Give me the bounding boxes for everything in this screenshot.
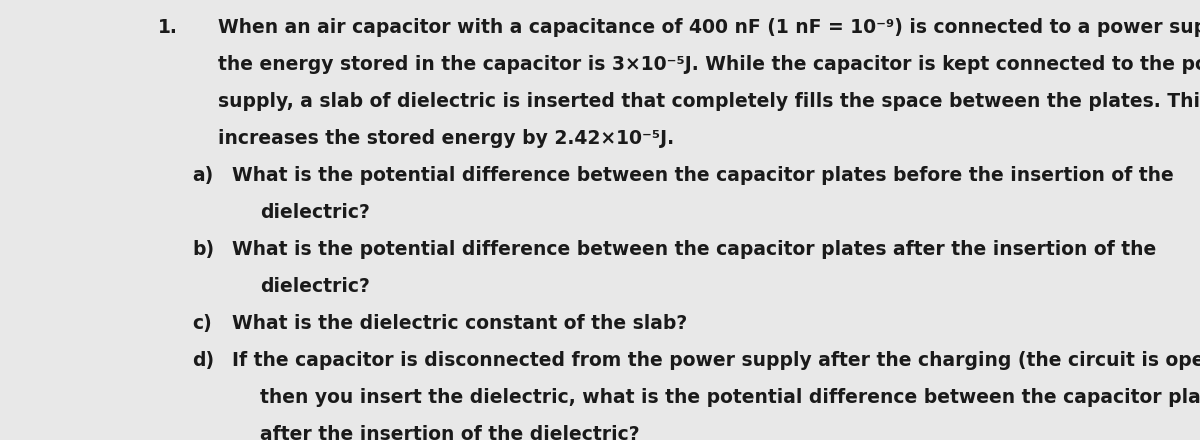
Text: increases the stored energy by 2.42×10⁻⁵J.: increases the stored energy by 2.42×10⁻⁵… xyxy=(218,129,674,148)
Text: 1.: 1. xyxy=(158,18,178,37)
Text: If the capacitor is disconnected from the power supply after the charging (the c: If the capacitor is disconnected from th… xyxy=(232,351,1200,370)
Text: dielectric?: dielectric? xyxy=(260,277,370,296)
Text: What is the potential difference between the capacitor plates before the inserti: What is the potential difference between… xyxy=(232,166,1174,185)
Text: supply, a slab of dielectric is inserted that completely fills the space between: supply, a slab of dielectric is inserted… xyxy=(218,92,1200,111)
Text: What is the dielectric constant of the slab?: What is the dielectric constant of the s… xyxy=(232,314,688,333)
Text: b): b) xyxy=(192,240,214,259)
Text: after the insertion of the dielectric?: after the insertion of the dielectric? xyxy=(260,425,640,440)
Text: c): c) xyxy=(192,314,211,333)
Text: dielectric?: dielectric? xyxy=(260,203,370,222)
Text: When an air capacitor with a capacitance of 400 nF (1 nF = 10⁻⁹) is connected to: When an air capacitor with a capacitance… xyxy=(218,18,1200,37)
Text: the energy stored in the capacitor is 3×10⁻⁵J. While the capacitor is kept conne: the energy stored in the capacitor is 3×… xyxy=(218,55,1200,74)
Text: What is the potential difference between the capacitor plates after the insertio: What is the potential difference between… xyxy=(232,240,1157,259)
Text: then you insert the dielectric, what is the potential difference between the cap: then you insert the dielectric, what is … xyxy=(260,388,1200,407)
Text: d): d) xyxy=(192,351,214,370)
Text: a): a) xyxy=(192,166,214,185)
